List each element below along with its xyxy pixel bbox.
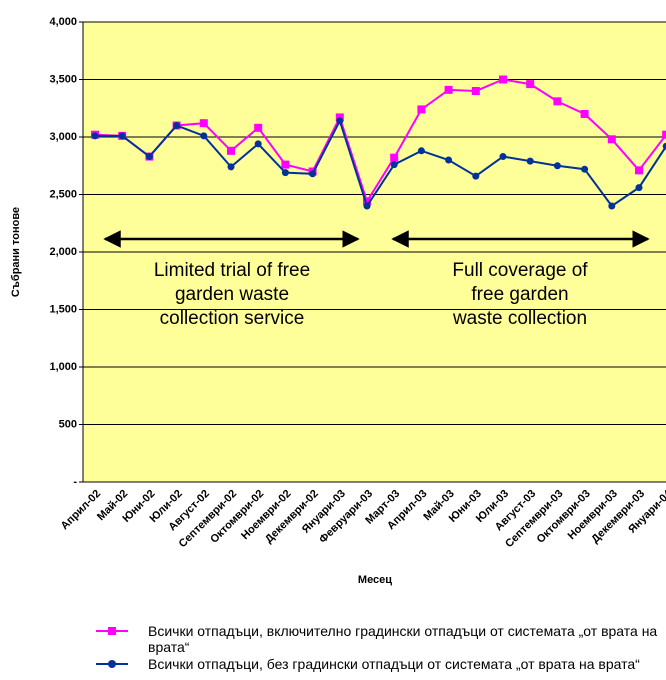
- y-tick-label: 3,000: [49, 131, 77, 143]
- marker: [499, 153, 507, 161]
- marker: [281, 169, 289, 177]
- marker: [553, 97, 562, 106]
- marker: [309, 170, 317, 178]
- annotation: waste collection: [452, 308, 587, 329]
- marker: [390, 161, 398, 169]
- legend-label: Всички отпадъци, без градински отпадъци …: [148, 656, 640, 672]
- marker: [254, 123, 263, 132]
- y-tick-label: 500: [59, 418, 77, 430]
- marker: [145, 153, 153, 161]
- marker: [553, 162, 561, 170]
- legend-icon: [96, 660, 128, 668]
- marker: [200, 132, 208, 140]
- marker: [635, 184, 643, 192]
- y-axis-label: Събрани тонове: [10, 207, 22, 297]
- marker: [417, 105, 426, 114]
- series-line: [94, 78, 666, 204]
- marker: [580, 110, 589, 118]
- annotation: free garden: [471, 284, 568, 305]
- marker: [662, 130, 666, 139]
- marker: [581, 165, 589, 173]
- y-tick-label: 2,500: [49, 188, 77, 200]
- y-tick-label: 1,500: [49, 303, 77, 315]
- marker: [199, 119, 208, 128]
- marker: [254, 140, 262, 148]
- marker: [363, 202, 371, 210]
- marker: [445, 156, 453, 164]
- legend-marker: [108, 627, 116, 635]
- marker: [607, 135, 616, 144]
- legend: Всички отпадъци, включително градински о…: [92, 623, 662, 673]
- marker: [227, 163, 235, 171]
- marker: [417, 147, 425, 155]
- marker: [471, 87, 480, 95]
- annotation: garden waste: [175, 284, 289, 305]
- marker: [173, 122, 181, 129]
- series-line: [95, 118, 666, 209]
- marker: [526, 157, 534, 165]
- x-tick-label: Април-02: [59, 488, 104, 533]
- legend-marker: [108, 660, 116, 668]
- marker: [472, 172, 480, 180]
- marker: [336, 117, 344, 125]
- legend-label: Всички отпадъци, включително градински о…: [148, 623, 658, 655]
- marker: [499, 75, 507, 84]
- y-tick-label: 1,000: [49, 361, 77, 373]
- y-tick-label: 3,500: [49, 73, 77, 85]
- legend-icon: [96, 627, 128, 635]
- annotation: Full coverage of: [452, 260, 588, 281]
- marker: [118, 132, 126, 140]
- y-tick-label: 4,000: [49, 16, 77, 28]
- chart: Събрани тонове Месец - 500 1,000 1,500 2,000…: [10, 16, 666, 586]
- marker: [444, 85, 453, 94]
- legend-entry: Всички отпадъци, без градински отпадъци …: [92, 656, 662, 672]
- marker: [390, 153, 399, 162]
- marker: [662, 142, 666, 150]
- legend-entry: Всички отпадъци, включително градински о…: [92, 623, 662, 655]
- marker: [227, 146, 235, 155]
- y-tick-label: 2,000: [49, 246, 77, 258]
- marker: [281, 160, 290, 169]
- y-tick-label: -: [73, 476, 77, 488]
- marker: [91, 132, 99, 140]
- marker: [526, 80, 535, 89]
- annotation: Limited trial of free: [154, 260, 310, 281]
- annotation: collection service: [160, 308, 305, 329]
- x-axis-label: Месец: [358, 574, 392, 586]
- marker: [608, 202, 616, 210]
- marker: [635, 166, 643, 175]
- marker: [363, 197, 371, 206]
